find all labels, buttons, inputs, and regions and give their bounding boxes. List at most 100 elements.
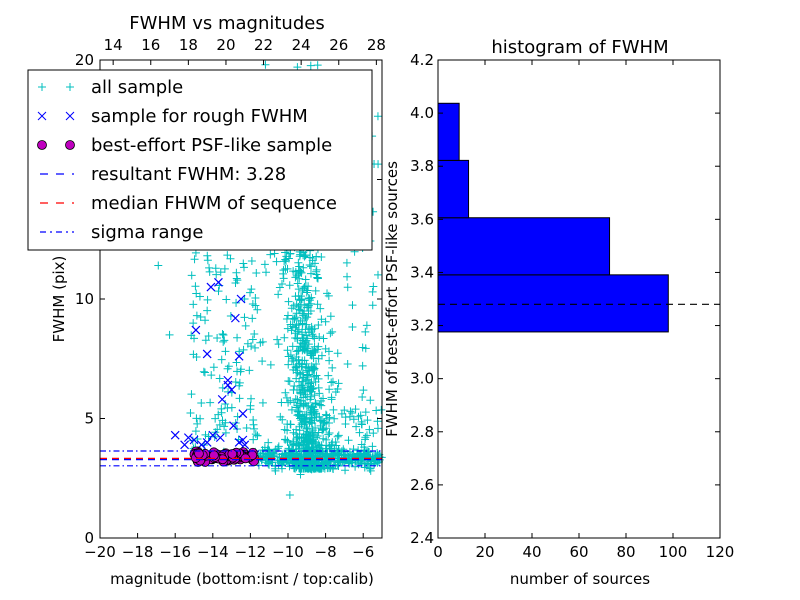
all-sample-point <box>219 337 228 346</box>
all-sample-point <box>309 347 318 356</box>
legend-label: median FHWM of sequence <box>91 193 337 214</box>
all-sample-point <box>342 258 351 267</box>
all-sample-point <box>308 330 317 339</box>
all-sample-point <box>240 295 249 304</box>
all-sample-point <box>187 390 196 399</box>
all-sample-point <box>251 293 260 302</box>
rough-sample-point <box>223 380 233 390</box>
all-sample-point <box>285 490 294 499</box>
all-sample-point <box>288 314 297 323</box>
x-tick-label: 0 <box>433 543 443 561</box>
all-sample-point <box>368 287 377 296</box>
all-sample-point <box>295 274 304 283</box>
all-sample-point <box>221 428 230 437</box>
all-sample-point <box>289 440 298 449</box>
all-sample-point <box>203 306 212 315</box>
scatter-xlabel: magnitude (bottom:isnt / top:calib) <box>110 570 374 588</box>
y-tick-label: 4.0 <box>410 104 434 122</box>
top-x-tick-label: 16 <box>141 36 160 54</box>
all-sample-point <box>277 398 286 407</box>
legend-item: median FHWM of sequence <box>40 193 337 214</box>
all-sample-point <box>329 405 338 414</box>
all-sample-point <box>307 392 316 401</box>
all-sample-point <box>295 399 304 408</box>
all-sample-point <box>315 400 324 409</box>
all-sample-point <box>355 428 364 437</box>
all-sample-point <box>241 321 250 330</box>
all-sample-point <box>235 394 244 403</box>
all-sample-point <box>220 336 229 345</box>
all-sample-point <box>366 396 375 405</box>
all-sample-point <box>243 339 252 348</box>
all-sample-point <box>264 438 273 447</box>
all-sample-point <box>303 371 312 380</box>
all-sample-point <box>358 393 367 402</box>
all-sample-point <box>297 268 306 277</box>
all-sample-point <box>274 442 283 451</box>
all-sample-point <box>307 465 316 474</box>
all-sample-point <box>328 327 337 336</box>
plus-icon <box>66 83 74 91</box>
rough-sample-point <box>202 437 212 447</box>
all-sample-point <box>197 398 206 407</box>
all-sample-point <box>266 450 275 459</box>
all-sample-point <box>359 386 368 395</box>
all-sample-point <box>207 371 216 380</box>
all-sample-point <box>250 424 259 433</box>
rough-sample-point <box>217 394 227 404</box>
all-sample-point <box>192 414 201 423</box>
all-sample-point <box>322 411 331 420</box>
all-sample-point <box>331 437 340 446</box>
all-sample-point <box>239 259 248 268</box>
all-sample-point <box>190 255 199 264</box>
all-sample-point <box>302 359 311 368</box>
all-sample-point <box>251 430 260 439</box>
all-sample-point <box>321 344 330 353</box>
all-sample-point <box>298 328 307 337</box>
scatter-plot: −20−18−16−14−12−10−8−6051015201416182022… <box>27 13 386 588</box>
all-sample-point <box>224 387 233 396</box>
all-sample-point <box>324 371 333 380</box>
all-sample-point <box>298 412 307 421</box>
all-sample-point <box>249 420 258 429</box>
legend-item: sigma range <box>40 222 203 243</box>
all-sample-point <box>283 346 292 355</box>
all-sample-point <box>217 404 226 413</box>
all-sample-point <box>283 264 292 273</box>
all-sample-point <box>325 442 334 451</box>
all-sample-point <box>324 291 333 300</box>
rough-sample-point <box>238 409 248 419</box>
all-sample-point <box>301 376 310 385</box>
top-x-tick-label: 20 <box>216 36 235 54</box>
all-sample-point <box>348 450 357 459</box>
all-sample-point <box>293 334 302 343</box>
all-sample-point <box>195 292 204 301</box>
all-sample-point <box>305 260 314 269</box>
rough-sample-point <box>189 435 199 445</box>
rough-sample-point <box>191 325 201 335</box>
all-sample-point <box>289 385 298 394</box>
all-sample-point <box>294 410 303 419</box>
all-sample-point <box>226 254 235 263</box>
scatter-ylabel: FWHM (pix) <box>50 256 68 343</box>
all-sample-point <box>295 262 304 271</box>
all-sample-point <box>186 408 195 417</box>
all-sample-point <box>306 416 315 425</box>
all-sample-point <box>311 398 320 407</box>
all-sample-point <box>233 333 242 342</box>
legend-label: all sample <box>91 77 183 98</box>
y-tick-label: 2.6 <box>410 476 434 494</box>
legend-item: sample for rough FWHM <box>37 106 308 127</box>
x-tick-label: −16 <box>159 543 191 561</box>
all-sample-point <box>362 431 371 440</box>
all-sample-point <box>343 359 352 368</box>
all-sample-point <box>233 367 242 376</box>
all-sample-point <box>325 428 334 437</box>
all-sample-point <box>373 424 382 433</box>
all-sample-point <box>286 396 295 405</box>
all-sample-point <box>325 385 334 394</box>
all-sample-point <box>266 250 275 259</box>
all-sample-point <box>294 305 303 314</box>
all-sample-point <box>356 411 365 420</box>
all-sample-point <box>315 333 324 342</box>
